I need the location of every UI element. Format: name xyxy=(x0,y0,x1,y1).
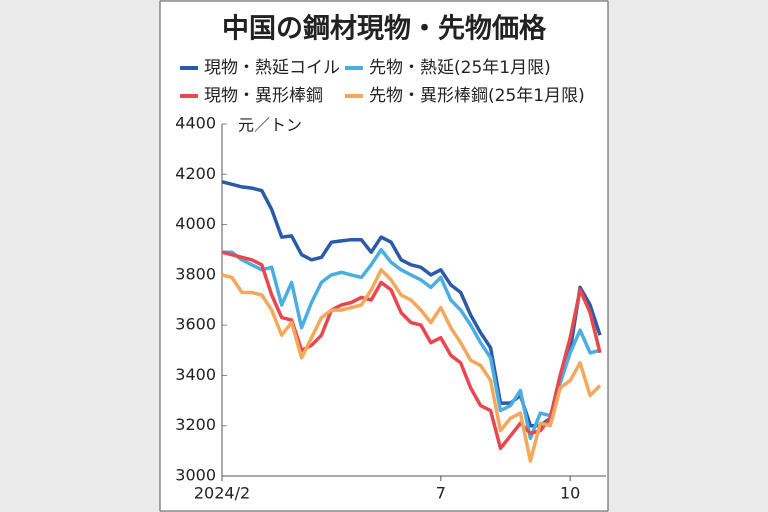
y-tick-label: 3600 xyxy=(175,315,216,334)
legend-label: 現物・熱延コイル xyxy=(204,58,340,78)
y-tick-label: 3400 xyxy=(175,365,216,384)
legend-label: 先物・異形棒鋼(25年1月限) xyxy=(369,86,585,106)
y-axis-label: 元／トン xyxy=(238,116,302,135)
series-line xyxy=(221,268,602,463)
y-tick-label: 3000 xyxy=(175,466,216,485)
y-tick-label: 4200 xyxy=(175,164,216,183)
x-tick-label: 7 xyxy=(436,484,446,503)
y-tick-label: 3200 xyxy=(175,415,216,434)
x-tick-label: 10 xyxy=(560,484,580,503)
y-tick-label: 3800 xyxy=(175,264,216,283)
legend-label: 現物・異形棒鋼 xyxy=(204,86,323,106)
series-line xyxy=(222,247,601,441)
y-tick-label: 4400 xyxy=(175,114,216,133)
y-tick-label: 4000 xyxy=(175,214,216,233)
x-tick-label: 2024/2 xyxy=(194,484,250,503)
chart-title: 中国の鋼材現物・先物価格 xyxy=(222,14,547,45)
legend-label: 先物・熱延(25年1月限) xyxy=(369,58,551,78)
